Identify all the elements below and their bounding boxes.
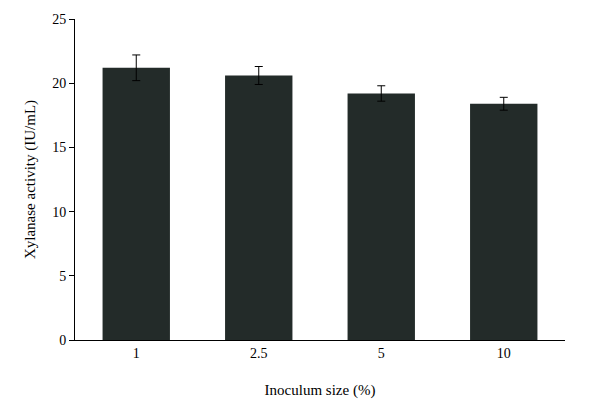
svg-text:20: 20 [52,76,66,91]
svg-text:15: 15 [52,140,66,155]
svg-text:2.5: 2.5 [250,346,268,361]
svg-text:10: 10 [497,346,511,361]
svg-text:5: 5 [59,269,66,284]
svg-text:Inoculum size (%): Inoculum size (%) [265,382,376,399]
svg-text:25: 25 [52,12,66,27]
svg-text:1: 1 [133,346,140,361]
svg-text:10: 10 [52,205,66,220]
svg-text:5: 5 [378,346,385,361]
svg-text:Xylanase activity (IU/mL): Xylanase activity (IU/mL) [22,100,39,259]
svg-text:0: 0 [59,333,66,348]
